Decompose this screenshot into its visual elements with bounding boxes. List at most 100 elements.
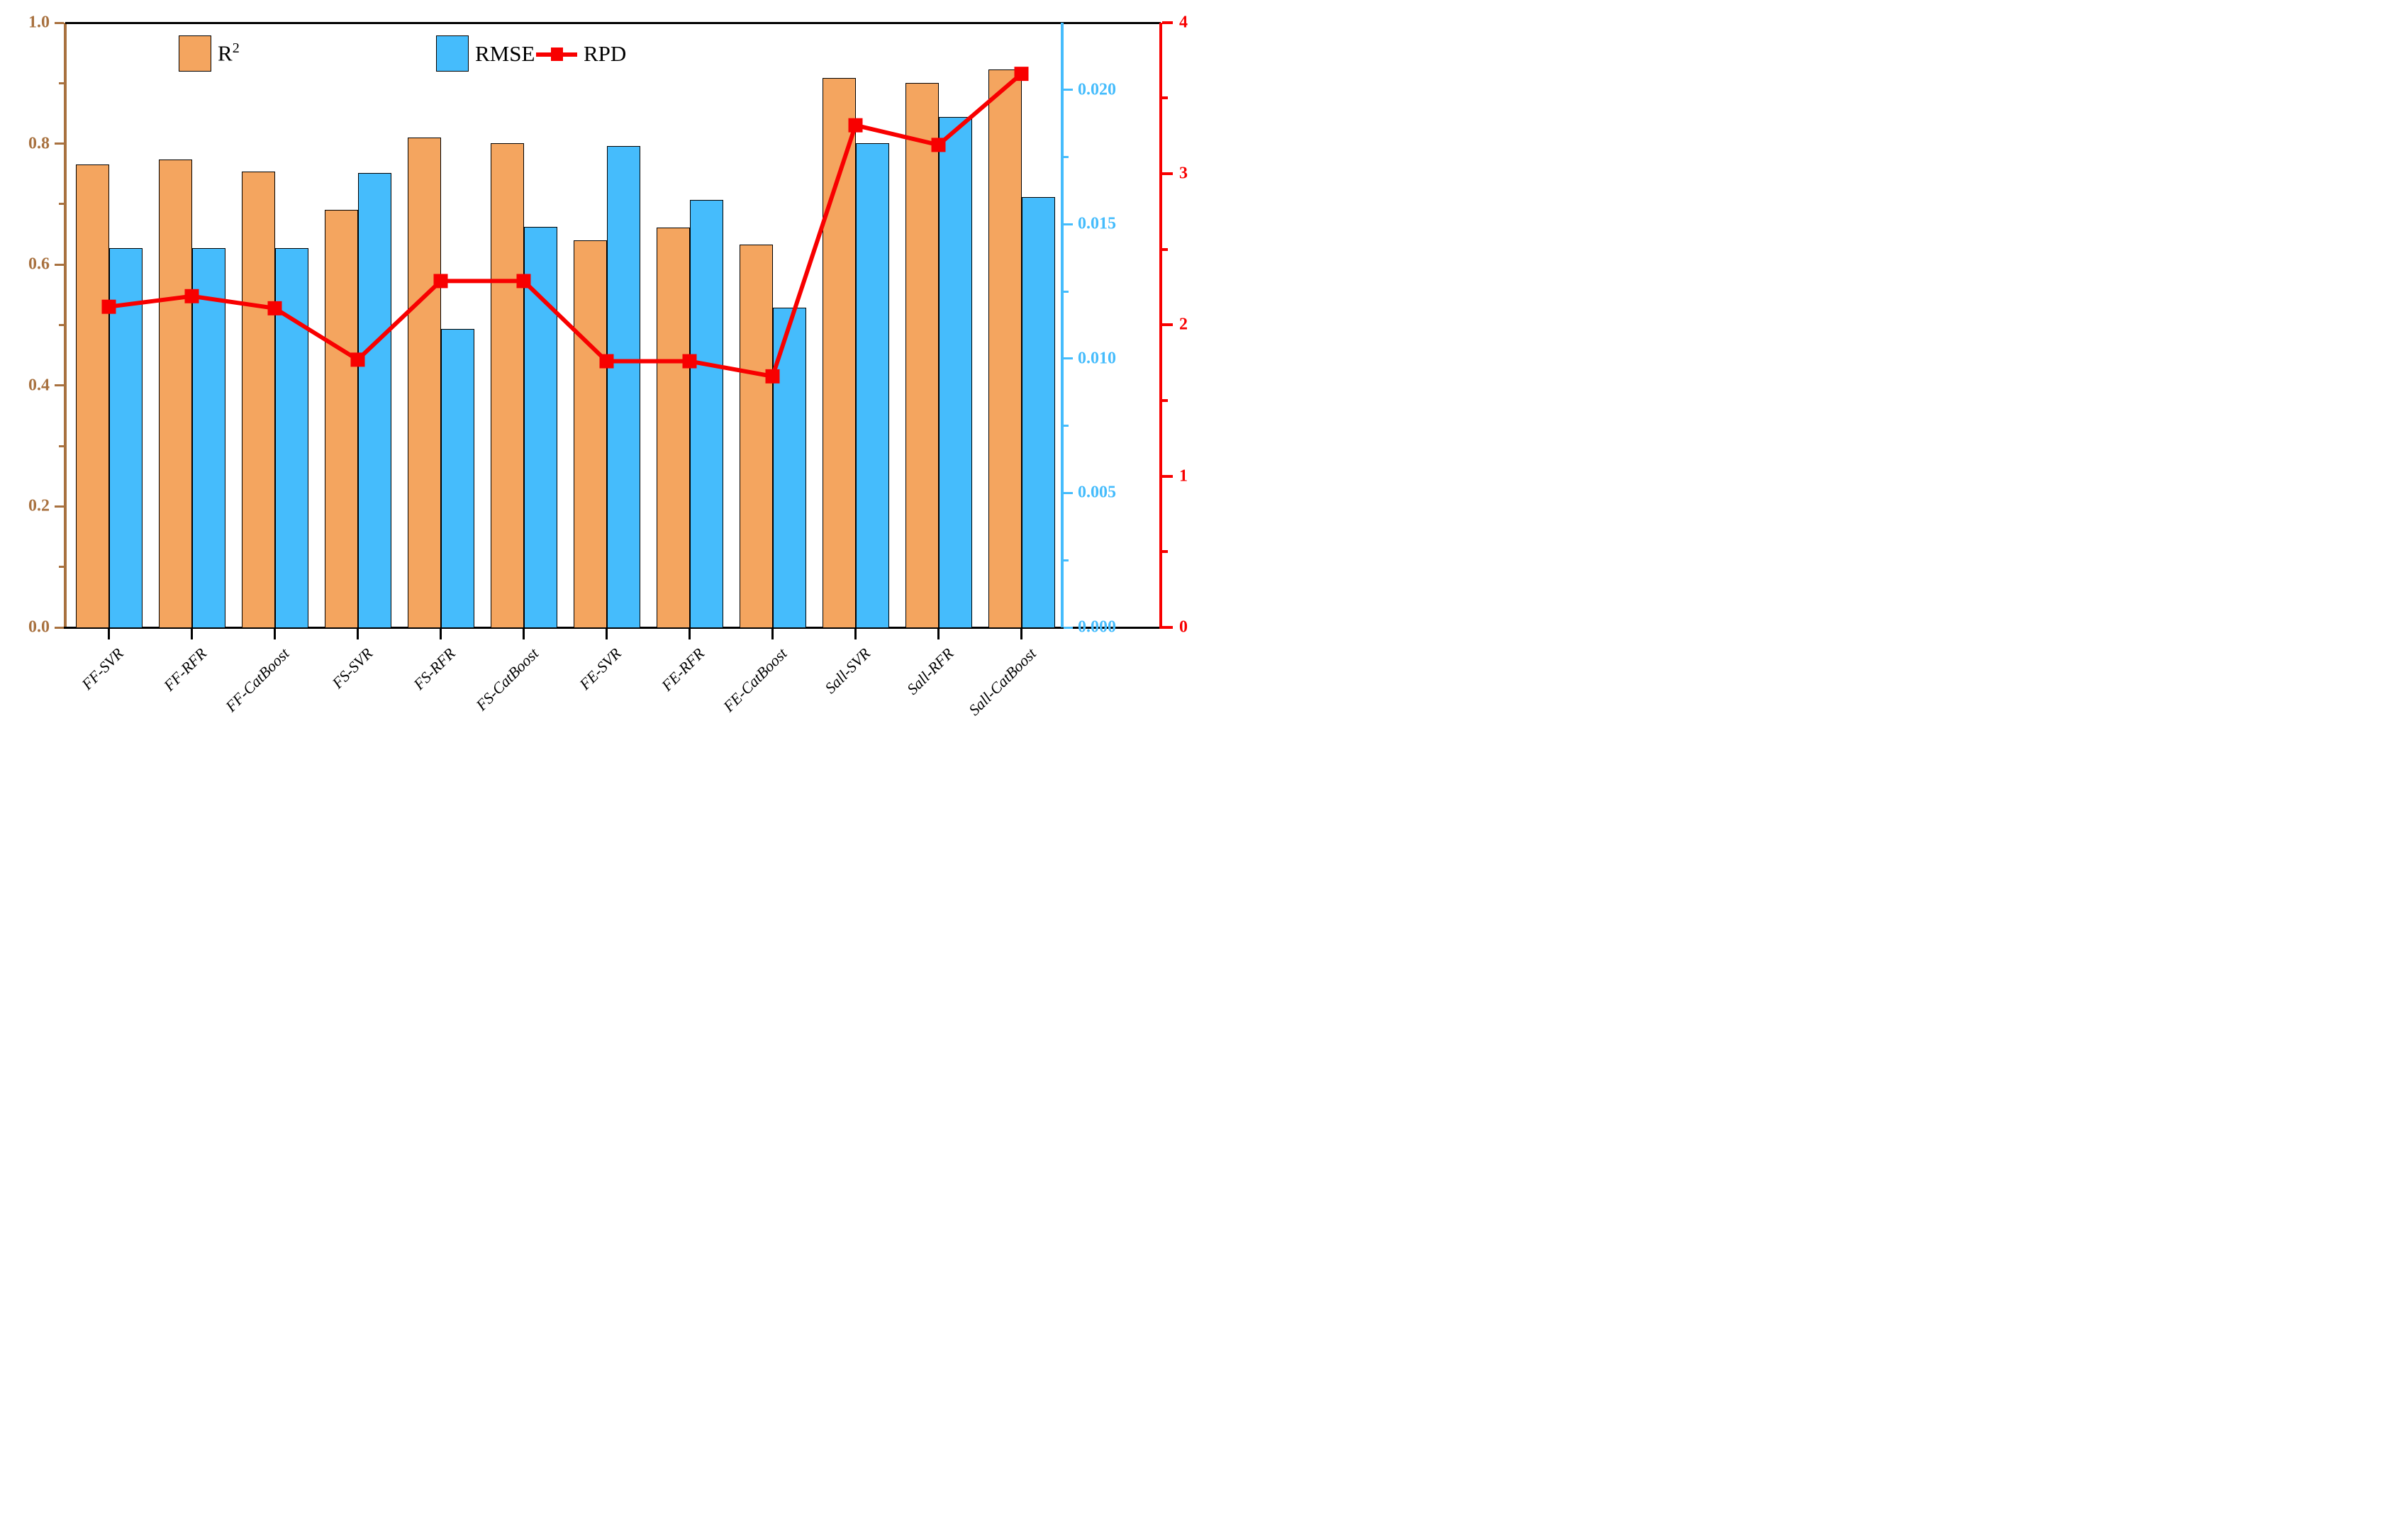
left-axis-tick-label: 0.4 — [28, 376, 50, 395]
bar-r2-FF-SVR — [75, 164, 109, 627]
rpd-marker-Sall-CatBoost — [1014, 67, 1029, 82]
left-axis-minor-tick — [59, 82, 64, 84]
rpd-axis-major-tick — [1162, 172, 1173, 175]
bar-rmse-FE-RFR — [689, 200, 723, 627]
rmse-axis-minor-tick — [1064, 559, 1069, 561]
rpd-axis-major-tick — [1162, 474, 1173, 478]
rmse-axis-tick-label: 0.015 — [1078, 214, 1116, 233]
rmse-axis-major-tick — [1064, 89, 1073, 91]
rpd-legend-marker — [536, 35, 577, 72]
left-axis-minor-tick — [59, 203, 64, 206]
bar-r2-FE-SVR — [573, 240, 607, 627]
rpd-axis-minor-tick — [1162, 550, 1168, 554]
x-axis-tick — [689, 627, 691, 639]
bar-r2-FE-CatBoost — [739, 245, 773, 627]
rpd-marker-FF-RFR — [184, 289, 199, 303]
rpd-axis-major-tick — [1162, 323, 1173, 327]
left-axis-tick-label: 0.6 — [28, 255, 50, 274]
left-axis-major-tick — [55, 21, 64, 24]
left-axis-minor-tick — [59, 324, 64, 326]
left-axis-major-tick — [55, 142, 64, 145]
bar-rmse-FS-CatBoost — [523, 226, 557, 627]
rpd-marker-FS-SVR — [350, 352, 365, 367]
rpd-marker-Sall-SVR — [848, 118, 863, 133]
bar-r2-FS-SVR — [324, 209, 358, 627]
rpd-marker-FS-CatBoost — [516, 274, 531, 289]
r2-legend-label: R2 — [218, 40, 240, 66]
bar-rmse-FE-SVR — [606, 146, 640, 627]
rpd-marker-Sall-RFR — [931, 138, 946, 152]
rpd-marker-FS-RFR — [433, 274, 448, 289]
legend-item-rpd: RPD — [536, 35, 626, 72]
rmse-axis-tick-label: 0.020 — [1078, 80, 1116, 99]
bar-rmse-Sall-RFR — [938, 116, 972, 627]
x-axis-tick — [937, 627, 940, 639]
x-axis-tick — [606, 627, 608, 639]
left-axis-spine — [64, 23, 67, 627]
rpd-axis-tick-label: 3 — [1179, 164, 1188, 183]
x-axis-tick — [854, 627, 857, 639]
rmse-axis-major-tick — [1064, 491, 1073, 494]
bar-r2-Sall-RFR — [905, 83, 939, 627]
rpd-legend-label: RPD — [584, 40, 627, 66]
rpd-axis-tick-label: 4 — [1179, 13, 1188, 32]
r2-rmse-rpd-performance-chart: R2 RMSE RPD 0.0 0.2 0.4 0.6 0.8 1.0 0.000 0.005… — [0, 0, 1204, 766]
rpd-marker-FF-SVR — [101, 299, 116, 314]
rmse-axis-tick-label: 0.000 — [1078, 617, 1116, 637]
bar-r2-FS-RFR — [407, 138, 441, 627]
rpd-marker-FE-RFR — [682, 354, 697, 369]
rmse-axis-minor-tick — [1064, 425, 1069, 427]
left-axis-major-tick — [55, 384, 64, 387]
bar-rmse-FS-SVR — [357, 173, 391, 627]
bar-r2-FE-RFR — [656, 228, 690, 627]
rpd-axis-major-tick — [1162, 21, 1173, 24]
left-axis-major-tick — [55, 505, 64, 508]
rpd-axis-minor-tick — [1162, 247, 1168, 251]
x-axis-tick — [771, 627, 774, 639]
left-axis-minor-tick — [59, 566, 64, 569]
legend-item-r2: R2 — [179, 35, 240, 72]
bar-rmse-FF-RFR — [191, 248, 225, 627]
bar-rmse-FS-RFR — [440, 329, 474, 627]
rpd-line — [101, 67, 1029, 384]
left-axis-tick-label: 0.2 — [28, 496, 50, 515]
rmse-axis-major-tick — [1064, 223, 1073, 225]
rmse-axis-tick-label: 0.005 — [1078, 483, 1116, 502]
rmse-axis-major-tick — [1064, 626, 1073, 629]
rmse-axis-minor-tick — [1064, 155, 1069, 158]
left-axis-tick-label: 0.0 — [28, 617, 50, 637]
rmse-axis-major-tick — [1064, 357, 1073, 360]
x-axis-tick — [108, 627, 110, 639]
x-axis-tick — [191, 627, 193, 639]
r2-legend-swatch — [179, 35, 211, 72]
left-axis-tick-label: 1.0 — [28, 13, 50, 32]
bar-rmse-Sall-CatBoost — [1021, 197, 1055, 627]
rpd-marker-FE-SVR — [599, 354, 614, 369]
x-axis-tick — [523, 627, 525, 639]
rpd-axis-minor-tick — [1162, 96, 1168, 100]
left-axis-major-tick — [55, 263, 64, 266]
bottom-axis-spine — [64, 626, 1162, 629]
rpd-axis-major-tick — [1162, 626, 1173, 629]
rmse-axis-spine — [1061, 23, 1064, 627]
x-axis-tick — [357, 627, 359, 639]
bar-r2-FF-RFR — [158, 159, 192, 627]
left-axis-minor-tick — [59, 444, 64, 447]
rmse-legend-label: RMSE — [475, 40, 535, 66]
x-axis-tick — [274, 627, 276, 639]
x-axis-tick — [1020, 627, 1022, 639]
top-spine — [65, 22, 1161, 24]
rpd-axis-tick-label: 0 — [1179, 617, 1188, 637]
bar-r2-Sall-CatBoost — [988, 69, 1022, 627]
rpd-axis-spine — [1159, 23, 1162, 629]
bar-r2-FS-CatBoost — [490, 142, 524, 627]
left-axis-tick-label: 0.8 — [28, 134, 50, 153]
rpd-marker-FE-CatBoost — [765, 369, 780, 384]
rpd-axis-minor-tick — [1162, 398, 1168, 402]
rmse-axis-minor-tick — [1064, 290, 1069, 293]
legend-item-rmse: RMSE — [436, 35, 535, 72]
rpd-axis-tick-label: 2 — [1179, 315, 1188, 334]
x-axis-tick — [440, 627, 442, 639]
rmse-legend-swatch — [436, 35, 469, 72]
left-axis-major-tick — [55, 626, 64, 629]
